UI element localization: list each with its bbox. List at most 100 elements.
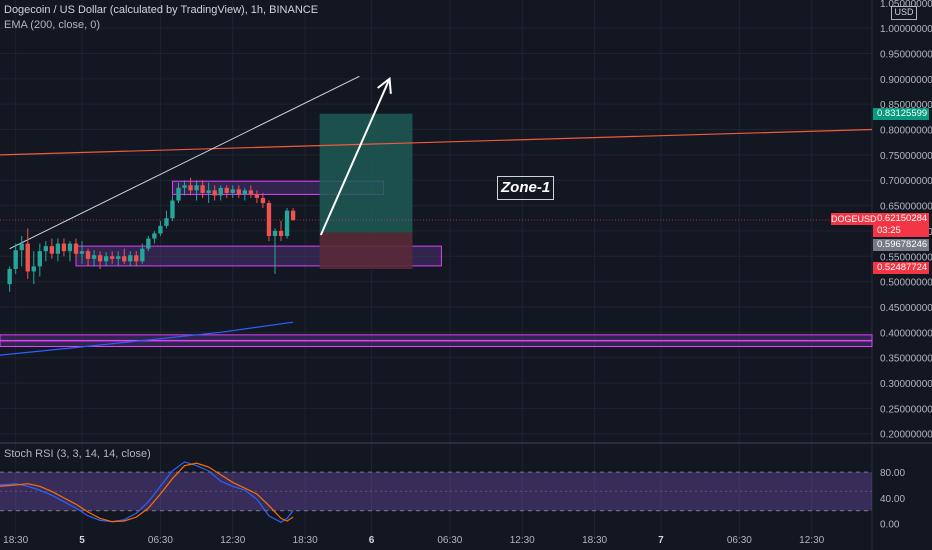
symbol-tag: DOGEUSD (831, 213, 877, 225)
countdown-tag: 03:25 (873, 225, 929, 237)
stoch-axis-label: 40.00 (880, 494, 905, 505)
entry-price-tag: 0.59678246 (873, 239, 929, 251)
time-axis-label: 06:30 (148, 535, 173, 546)
candle (266, 203, 272, 236)
time-axis-label: 18:30 (3, 535, 28, 546)
candle (206, 190, 211, 193)
candle (164, 218, 169, 226)
candle (224, 187, 229, 193)
candle (128, 255, 133, 262)
price-axis-label: 1.05000000 (880, 0, 932, 10)
candle (260, 197, 266, 204)
ema-lower-line (0, 321, 294, 356)
price-axis-label: 0.70000000 (880, 176, 932, 187)
candle (85, 251, 91, 259)
candle (31, 266, 36, 272)
price-axis-label: 0.95000000 (880, 49, 932, 60)
candle (140, 248, 145, 262)
time-axis-label: 18:30 (293, 535, 318, 546)
candle (230, 189, 235, 193)
candle (134, 255, 139, 262)
candle (278, 230, 284, 236)
stoch-d-line (0, 462, 294, 523)
price-axis-label: 0.40000000 (880, 328, 932, 339)
candle (37, 251, 42, 267)
candle (61, 243, 67, 252)
price-axis-label: 0.20000000 (880, 430, 932, 441)
candle (218, 187, 223, 196)
candle (176, 187, 181, 201)
support-zone-3 (0, 340, 873, 348)
candle (55, 243, 61, 254)
candle (122, 256, 127, 262)
candle (152, 233, 157, 239)
time-axis-label: 7 (658, 535, 664, 546)
candle (116, 256, 121, 259)
candle (212, 190, 217, 196)
candle (146, 238, 151, 249)
candle (49, 246, 55, 254)
candle (13, 250, 18, 269)
candle (284, 210, 290, 236)
candle (194, 185, 199, 191)
candle (7, 268, 12, 285)
currency-button[interactable]: USD (891, 6, 917, 20)
stoch-axis-label: 0.00 (880, 520, 900, 531)
time-axis-label: 06:30 (437, 535, 462, 546)
candle (43, 246, 49, 252)
arrow-head (377, 76, 392, 94)
candle (91, 255, 97, 259)
candle (73, 243, 79, 254)
ema-200-line (0, 128, 873, 156)
candle (242, 190, 248, 195)
candle (200, 185, 205, 193)
time-axis-label: 12:30 (220, 535, 245, 546)
price-axis-label: 0.25000000 (880, 404, 932, 415)
price-axis-label: 0.80000000 (880, 126, 932, 137)
price-axis-label: 0.45000000 (880, 303, 932, 314)
price-axis-label: 0.90000000 (880, 75, 932, 86)
stoch-axis-label: 80.00 (880, 468, 905, 479)
candle (19, 243, 24, 251)
candle (236, 189, 241, 195)
price-axis-label: 0.30000000 (880, 379, 932, 390)
candle (103, 256, 109, 262)
candle (25, 243, 30, 272)
candle (290, 210, 296, 221)
time-axis-label: 5 (79, 535, 85, 546)
current-price-tag: 0.62150284 (873, 213, 929, 225)
time-axis-label: 12:30 (799, 535, 824, 546)
target-price-tag: 0.83125599 (873, 108, 929, 120)
candle (248, 190, 254, 195)
price-axis-label: 0.75000000 (880, 151, 932, 162)
trend-line (9, 75, 360, 250)
price-axis-label: 0.85000000 (880, 100, 932, 111)
ema-indicator-label[interactable]: EMA (200, close, 0) (4, 19, 100, 31)
chart-title: Dogecoin / US Dollar (calculated by Trad… (4, 4, 319, 16)
candle (79, 251, 85, 254)
stop-price-tag: 0.52487724 (873, 262, 929, 274)
candle (109, 256, 115, 259)
time-axis-label: 06:30 (727, 535, 752, 546)
candle (188, 185, 193, 191)
candle (254, 194, 260, 198)
zone-label[interactable]: Zone-1 (497, 176, 555, 200)
price-axis-label: 0.65000000 (880, 202, 932, 213)
candle (158, 225, 163, 234)
stoch-k-line (0, 461, 294, 523)
candle (272, 230, 278, 236)
candle (170, 200, 175, 219)
support-zone-2 (0, 334, 873, 341)
candle (182, 185, 187, 188)
time-axis-label: 12:30 (510, 535, 535, 546)
stoch-rsi-label[interactable]: Stoch RSI (3, 3, 14, 14, close) (4, 448, 151, 460)
price-axis-label: 0.55000000 (880, 252, 932, 263)
price-axis-label: 0.50000000 (880, 278, 932, 289)
candle (67, 243, 73, 252)
time-axis-label: 6 (369, 535, 375, 546)
price-axis-label: 1.00000000 (880, 24, 932, 35)
price-axis-label: 0.35000000 (880, 354, 932, 365)
candle (97, 255, 103, 262)
position-loss-zone (319, 232, 413, 270)
